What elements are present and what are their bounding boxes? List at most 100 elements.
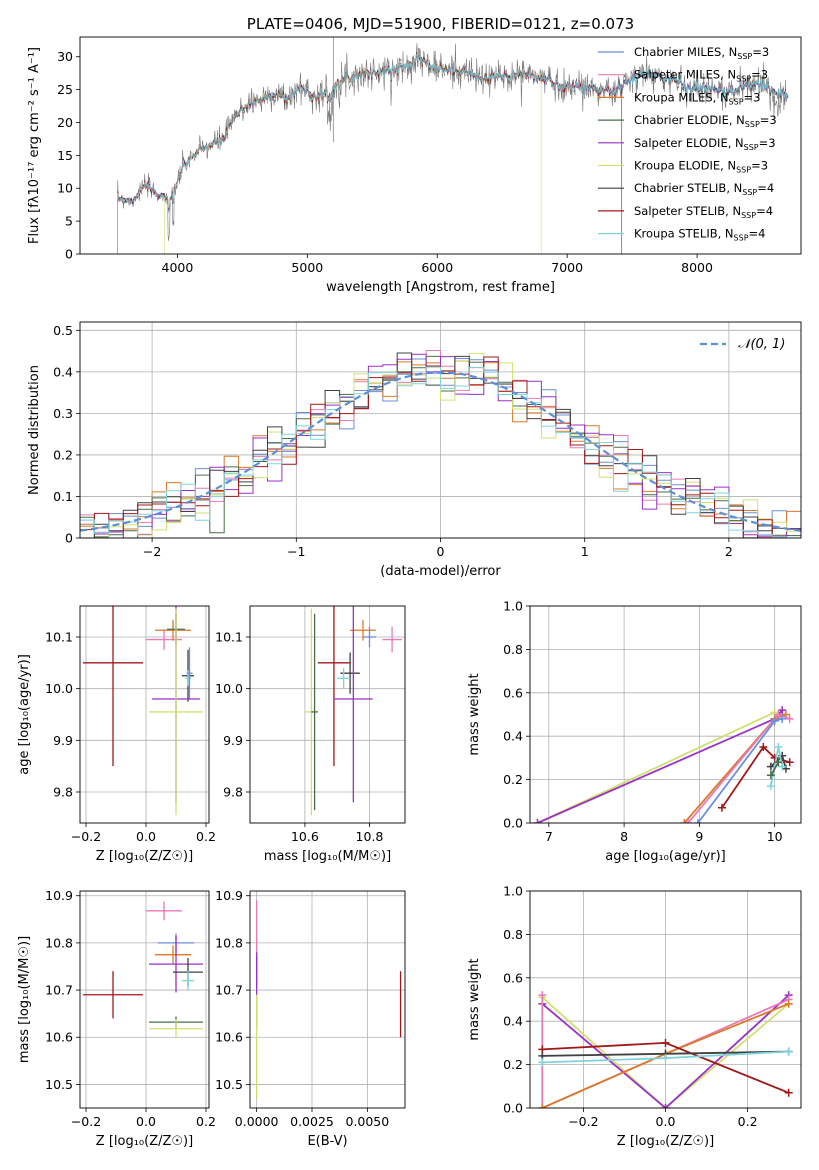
- legend-entry-chabrier-stelib: Chabrier STELIB, NSSP=4: [634, 181, 774, 197]
- x-tick-label: 7: [545, 829, 553, 844]
- x-tick-label: 10: [767, 829, 783, 844]
- x-tick-label: −0.2: [71, 1114, 101, 1129]
- y-tick-label: 10: [57, 181, 73, 196]
- weight-marker-salpeter-stelib: [759, 743, 768, 752]
- weight-line-chabrier-elodie: [770, 761, 780, 776]
- y-tick-label: 10.7: [45, 983, 73, 998]
- chart-residual-hist: −2 −1 0 1 2 0 0.1 0.2 0.3 0.4 0.5 (data-model)/erro…: [27, 321, 802, 579]
- x-tick-label: 10.6: [291, 829, 319, 844]
- weight-marker-kroupa-stelib: [661, 1054, 670, 1063]
- spectrum-model-kroupa-stelib: [117, 52, 789, 213]
- weight-marker-kroupa-miles: [538, 1104, 547, 1108]
- weight-marker-kroupa-stelib: [774, 743, 783, 752]
- y-tick-label: 0.4: [503, 729, 523, 744]
- weight-line-kroupa-elodie: [541, 996, 790, 1108]
- y-tick-label: 0.8: [503, 927, 523, 942]
- legend-entry-gaussian: 𝒩(0, 1): [738, 337, 785, 352]
- y-tick-label: 0.4: [503, 1014, 523, 1029]
- y-tick-label: 10.8: [45, 935, 73, 950]
- errorbar-salpeter-miles: [382, 626, 402, 653]
- y-tick-label: 0.6: [503, 685, 523, 700]
- y-tick-label: 0.5: [53, 323, 73, 338]
- y-tick-label: 10.0: [45, 681, 73, 696]
- y-tick-label: 9.9: [223, 733, 243, 748]
- x-axis-label: wavelength [Angstrom, rest frame]: [326, 280, 555, 295]
- y-tick-label: 0.3: [53, 406, 73, 421]
- hist-step-kroupa-stelib: [80, 366, 801, 538]
- axes-frame: [79, 321, 802, 539]
- errorbar-kroupa-stelib: [337, 668, 351, 689]
- errorbar-salpeter-stelib: [83, 606, 143, 767]
- spectrum-legend: Chabrier MILES, NSSP=3 Salpeter MILES, NS…: [598, 45, 777, 243]
- plot-area: [117, 37, 789, 254]
- y-tick-label: 1.0: [503, 599, 523, 614]
- plot-area: [83, 606, 203, 816]
- y-tick-label: 1.0: [503, 884, 523, 899]
- plot-area: [80, 350, 801, 538]
- weight-marker-salpeter-stelib: [661, 1038, 670, 1047]
- y-tick-label: 9.8: [53, 785, 73, 800]
- errorbar-kroupa-miles: [155, 619, 191, 641]
- y-tick-label: 10.9: [215, 888, 243, 903]
- weight-marker-chabrier-miles: [770, 717, 779, 726]
- y-tick-label: 10.5: [215, 1077, 243, 1092]
- axes-frame: [79, 36, 802, 255]
- y-tick-label: 10.6: [215, 1030, 243, 1045]
- y-tick-label: 0.1: [53, 489, 73, 504]
- weight-marker-chabrier-stelib: [766, 762, 775, 771]
- y-tick-label: 0.6: [503, 970, 523, 985]
- y-tick-label: 15: [57, 148, 73, 163]
- errorbar-salpeter-miles: [146, 901, 182, 921]
- x-tick-label: 5000: [291, 260, 323, 275]
- y-tick-label: 0.2: [503, 1057, 523, 1072]
- weight-marker-salpeter-miles: [774, 710, 783, 719]
- weight-marker-salpeter-elodie: [778, 706, 787, 715]
- x-tick-label: 9: [695, 829, 703, 844]
- x-tick-label: 8: [620, 829, 628, 844]
- x-tick-label: 4000: [162, 260, 194, 275]
- y-tick-label: 0.4: [53, 364, 73, 379]
- x-axis-label: Z [log₁₀(Z/Z☉)]: [617, 1134, 714, 1149]
- legend-entry-chabrier-miles: Chabrier MILES, NSSP=3: [634, 45, 769, 61]
- y-tick-label: 9.8: [223, 785, 243, 800]
- x-tick-label: 2: [725, 544, 733, 559]
- x-tick-label: 0.2: [738, 1114, 758, 1129]
- chart-massweight-vs-age: 7 8 9 10 0.0 0.2 0.4 0.6 0.8 1.0 age [log₁₀(age/yr…: [467, 599, 802, 864]
- errorbar-salpeter-stelib: [83, 971, 143, 1019]
- x-axis-label: Z [log₁₀(Z/Z☉)]: [96, 1134, 193, 1149]
- chart-mass-vs-ebv: 0.0000 0.0025 0.0050 10.5 10.6 10.7 10.8 10.9 E(…: [215, 888, 406, 1149]
- y-tick-label: 10.8: [215, 935, 243, 950]
- x-tick-label: 0.0025: [290, 1114, 334, 1129]
- axes-frame: [249, 605, 406, 824]
- weight-marker-salpeter-stelib: [717, 803, 726, 812]
- errorbar-kroupa-elodie: [149, 1019, 203, 1039]
- y-tick-label: 10.1: [215, 630, 243, 645]
- y-tick-label: 30: [57, 49, 73, 64]
- weight-marker-salpeter-stelib: [784, 1088, 793, 1097]
- weight-line-salpeter-elodie: [541, 994, 790, 1108]
- errorbar-kroupa-miles: [155, 945, 191, 965]
- errorbar-salpeter-stelib: [317, 606, 351, 767]
- figure-panels: 4000 5000 6000 7000 8000051015202530waveleng…: [17, 15, 802, 1149]
- errorbar-chabrier-miles: [363, 626, 376, 648]
- weight-marker-salpeter-stelib: [770, 753, 779, 762]
- x-tick-label: 0: [437, 544, 445, 559]
- axes-frame: [529, 605, 802, 824]
- y-tick-label: 0.2: [503, 772, 523, 787]
- gaussian-curve: [80, 371, 801, 532]
- plot-area: [255, 900, 402, 1099]
- x-axis-label: E(B-V): [307, 1134, 347, 1149]
- errorbar-chabrier-elodie: [311, 613, 318, 811]
- y-tick-label: 10.5: [45, 1077, 73, 1092]
- axes-frame: [529, 890, 802, 1109]
- y-tick-label: 0.2: [53, 447, 73, 462]
- errorbar-salpeter-elodie: [333, 606, 373, 803]
- legend-entry-salpeter-elodie: Salpeter ELODIE, NSSP=3: [634, 136, 776, 152]
- figure-title: PLATE=0406, MJD=51900, FIBERID=0121, z=0…: [247, 15, 634, 33]
- x-tick-label: 0.0050: [345, 1114, 389, 1129]
- chart-spectrum: 4000 5000 6000 7000 8000 0 5 10 15 20 25 30 waveleng…: [27, 15, 802, 295]
- x-tick-label: 6000: [421, 260, 453, 275]
- x-tick-label: 10.8: [356, 829, 384, 844]
- weight-line-salpeter-stelib: [721, 745, 790, 809]
